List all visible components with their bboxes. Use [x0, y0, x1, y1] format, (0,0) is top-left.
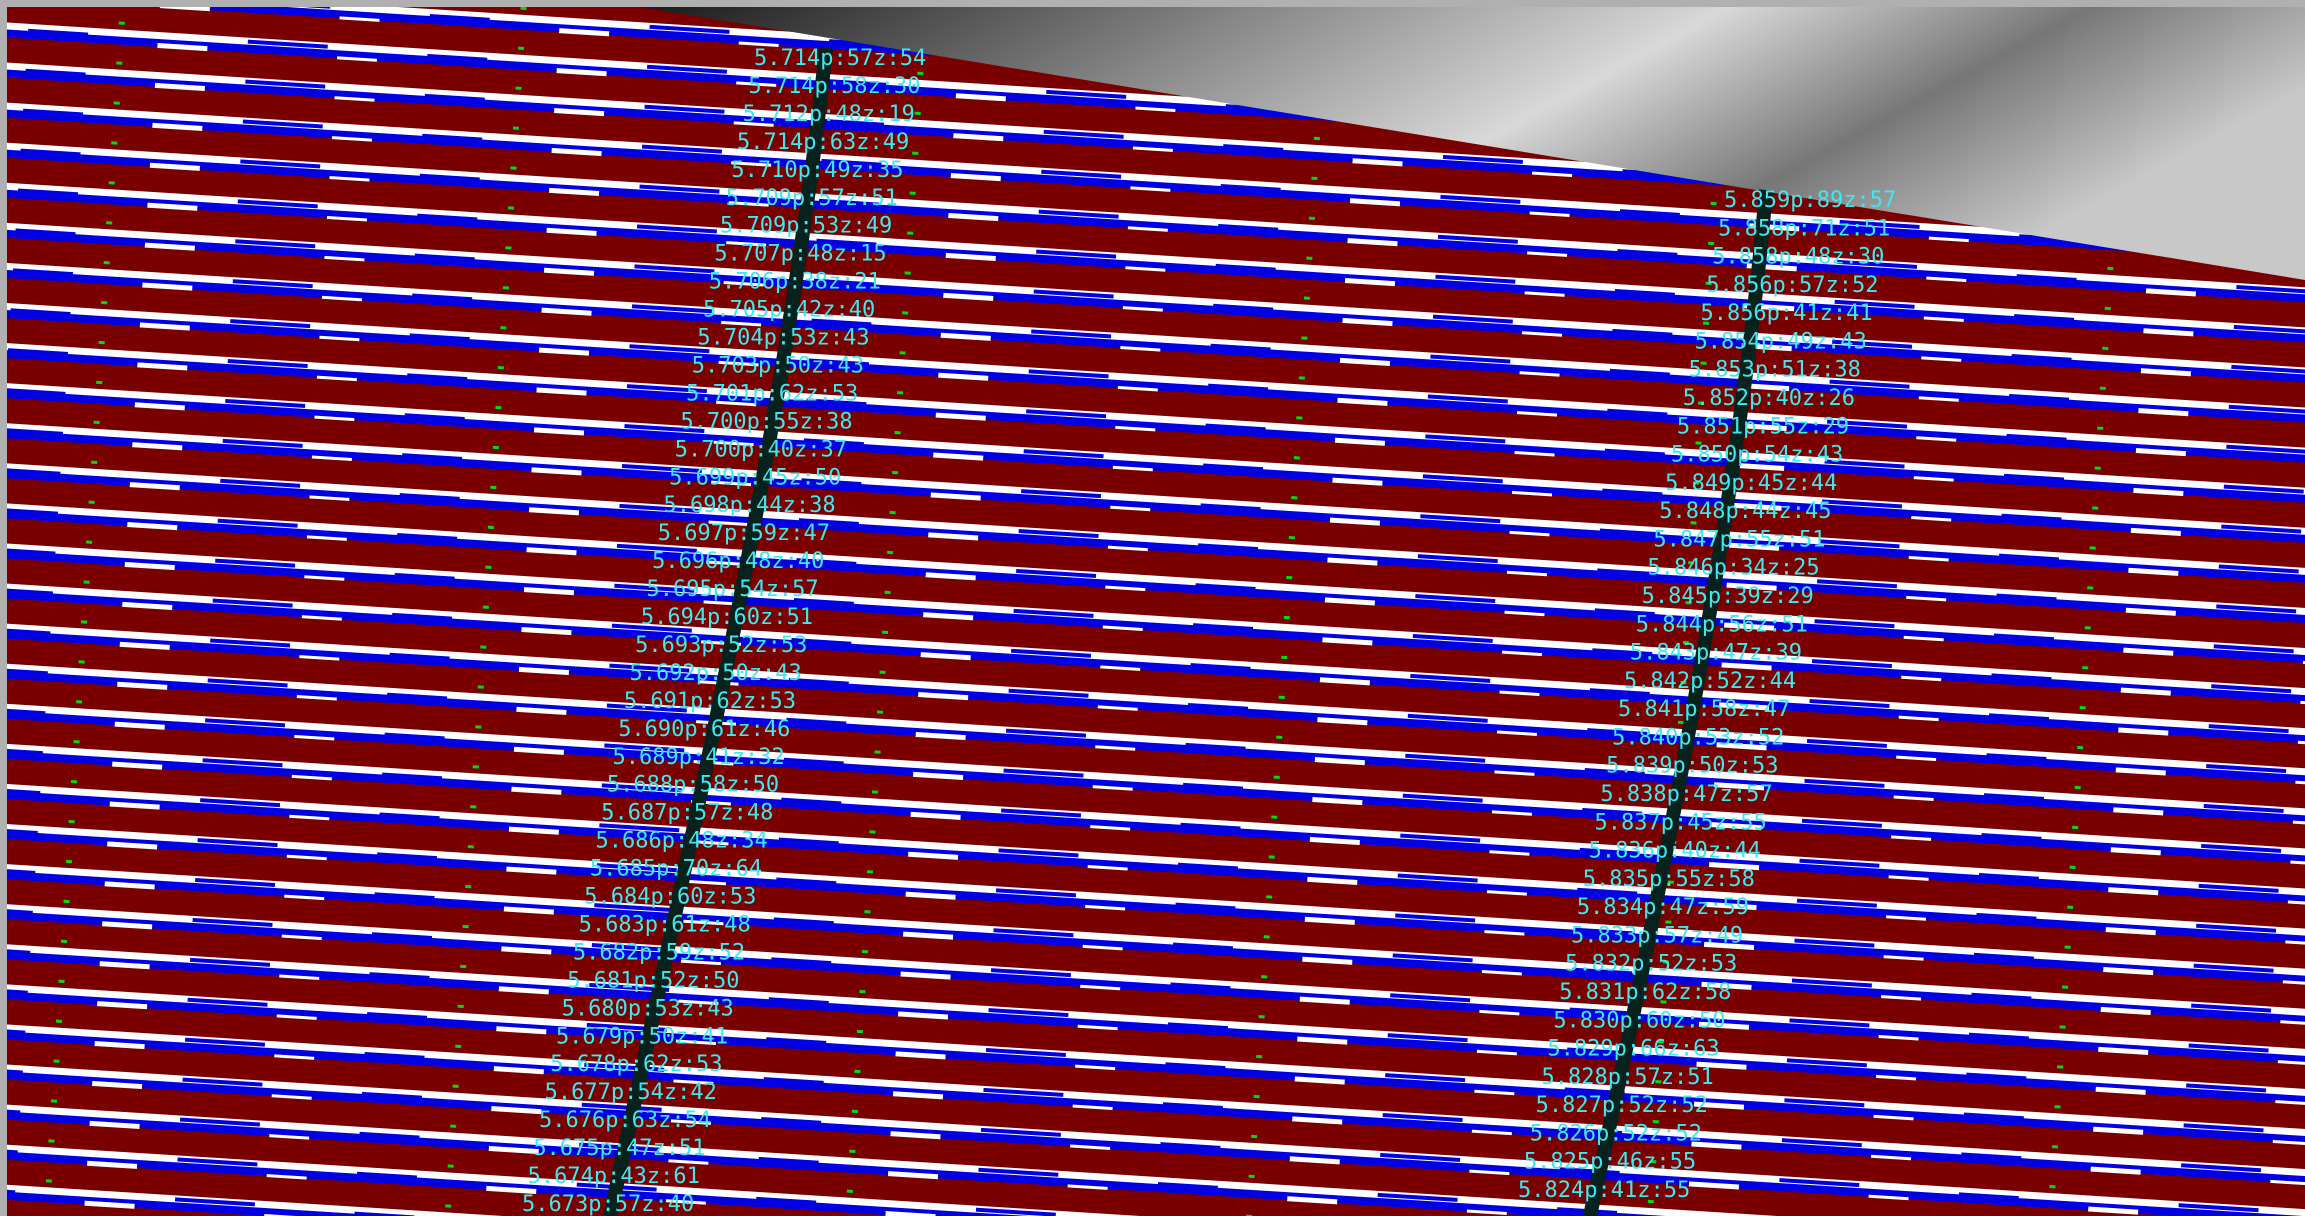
- measurement-label: 5.824p:41z:55: [1518, 1178, 1690, 1203]
- measurement-label: 5.839p:50z:53: [1606, 754, 1778, 779]
- measurement-label: 5.828p:57z:51: [1542, 1065, 1714, 1090]
- measurement-label: 5.712p:48z:19: [743, 102, 915, 127]
- measurement-label: 5.690p:61z:46: [618, 717, 790, 742]
- measurement-label: 5.681p:52z:50: [567, 968, 739, 993]
- measurement-label: 5.847p:55z:51: [1653, 527, 1825, 552]
- measurement-label: 5.852p:40z:26: [1683, 386, 1855, 411]
- measurement-label: 5.856p:57z:52: [1706, 273, 1878, 298]
- measurement-label: 5.707p:48z:15: [714, 242, 886, 267]
- measurement-label: 5.687p:57z:48: [601, 801, 773, 826]
- measurement-label: 5.698p:44z:38: [663, 493, 835, 518]
- measurement-label: 5.831p:62z:58: [1559, 980, 1731, 1005]
- measurement-label: 5.673p:57z:40: [522, 1192, 694, 1216]
- measurement-label: 5.680p:53z:43: [562, 996, 734, 1021]
- measurement-label: 5.714p:58z:30: [748, 74, 920, 99]
- measurement-label: 5.676p:63z:54: [539, 1108, 711, 1133]
- measurement-label: 5.834p:47z:59: [1577, 895, 1749, 920]
- measurement-label: 5.683p:61z:48: [579, 912, 751, 937]
- measurement-label: 5.692p:50z:43: [630, 661, 802, 686]
- measurement-label: 5.714p:63z:49: [737, 130, 909, 155]
- measurement-label: 5.701p:62z:53: [686, 381, 858, 406]
- measurement-label: 5.858p:71z:51: [1718, 216, 1890, 241]
- measurement-label: 5.706p:38z:21: [709, 270, 881, 295]
- measurement-label: 5.685p:70z:64: [590, 857, 762, 882]
- measurement-label: 5.837p:45z:55: [1595, 810, 1767, 835]
- annotated-image: 5.714p:57z:54 5.714p:58z:30 5.712p:48z:19 5…: [0, 0, 2305, 1216]
- measurement-label: 5.851p:55z:29: [1677, 414, 1849, 439]
- left-border: [0, 0, 7, 1216]
- measurement-label: 5.695p:54z:57: [646, 577, 818, 602]
- measurement-label: 5.709p:53z:49: [720, 214, 892, 239]
- measurement-label: 5.858p:48z:30: [1712, 245, 1884, 270]
- measurement-label: 5.693p:52z:53: [635, 633, 807, 658]
- measurement-label: 5.827p:52z:52: [1536, 1093, 1708, 1118]
- measurement-label: 5.833p:57z:49: [1571, 923, 1743, 948]
- measurement-label: 5.853p:51z:38: [1689, 358, 1861, 383]
- measurement-label: 5.854p:49z:43: [1695, 329, 1867, 354]
- measurement-label: 5.688p:58z:50: [607, 773, 779, 798]
- measurement-label: 5.838p:47z:57: [1600, 782, 1772, 807]
- measurement-label: 5.841p:58z:47: [1618, 697, 1790, 722]
- measurement-label: 5.836p:40z:44: [1589, 839, 1761, 864]
- measurement-label: 5.684p:60z:53: [584, 885, 756, 910]
- measurement-label: 5.850p:54z:43: [1671, 443, 1843, 468]
- measurement-label: 5.846p:34z:25: [1647, 556, 1819, 581]
- measurement-label: 5.830p:60z:50: [1553, 1008, 1725, 1033]
- measurement-label: 5.679p:50z:41: [556, 1024, 728, 1049]
- measurement-label: 5.700p:40z:37: [675, 437, 847, 462]
- measurement-label: 5.709p:57z:51: [726, 186, 898, 211]
- measurement-label: 5.844p:56z:51: [1636, 612, 1808, 637]
- measurement-label: 5.700p:55z:38: [680, 409, 852, 434]
- measurement-label: 5.682p:59z:52: [573, 940, 745, 965]
- measurement-label: 5.835p:55z:58: [1583, 867, 1755, 892]
- measurement-label: 5.677p:54z:42: [545, 1080, 717, 1105]
- measurement-label: 5.843p:47z:39: [1630, 641, 1802, 666]
- measurement-label: 5.694p:60z:51: [641, 605, 813, 630]
- measurement-label: 5.832p:52z:53: [1565, 952, 1737, 977]
- measurement-label: 5.705p:42z:40: [703, 298, 875, 323]
- measurement-label: 5.848p:44z:45: [1659, 499, 1831, 524]
- measurement-label: 5.825p:46z:55: [1524, 1150, 1696, 1175]
- measurement-label: 5.686p:48z:34: [596, 829, 768, 854]
- measurement-label: 5.829p:66z:63: [1547, 1037, 1719, 1062]
- measurement-label: 5.842p:52z:44: [1624, 669, 1796, 694]
- measurement-label: 5.859p:89z:57: [1724, 188, 1896, 213]
- measurement-label: 5.703p:50z:43: [692, 353, 864, 378]
- measurement-label: 5.826p:52z:52: [1530, 1121, 1702, 1146]
- measurement-label: 5.691p:62z:53: [624, 689, 796, 714]
- measurement-label: 5.697p:59z:47: [658, 521, 830, 546]
- measurement-label: 5.675p:47z:51: [533, 1136, 705, 1161]
- measurement-label: 5.699p:45z:50: [669, 465, 841, 490]
- measurement-label: 5.696p:48z:40: [652, 549, 824, 574]
- measurement-label: 5.714p:57z:54: [754, 46, 926, 71]
- measurement-label: 5.856p:41z:41: [1700, 301, 1872, 326]
- measurement-label: 5.845p:39z:29: [1642, 584, 1814, 609]
- measurement-label: 5.678p:62z:53: [550, 1052, 722, 1077]
- measurement-label: 5.689p:41z:32: [613, 745, 785, 770]
- measurement-label: 5.674p:43z:61: [528, 1164, 700, 1189]
- measurement-label: 5.704p:53z:43: [697, 326, 869, 351]
- top-border: [0, 0, 2305, 7]
- measurement-label: 5.710p:49z:35: [731, 158, 903, 183]
- measurement-label: 5.849p:45z:44: [1665, 471, 1837, 496]
- measurement-label: 5.840p:53z:52: [1612, 725, 1784, 750]
